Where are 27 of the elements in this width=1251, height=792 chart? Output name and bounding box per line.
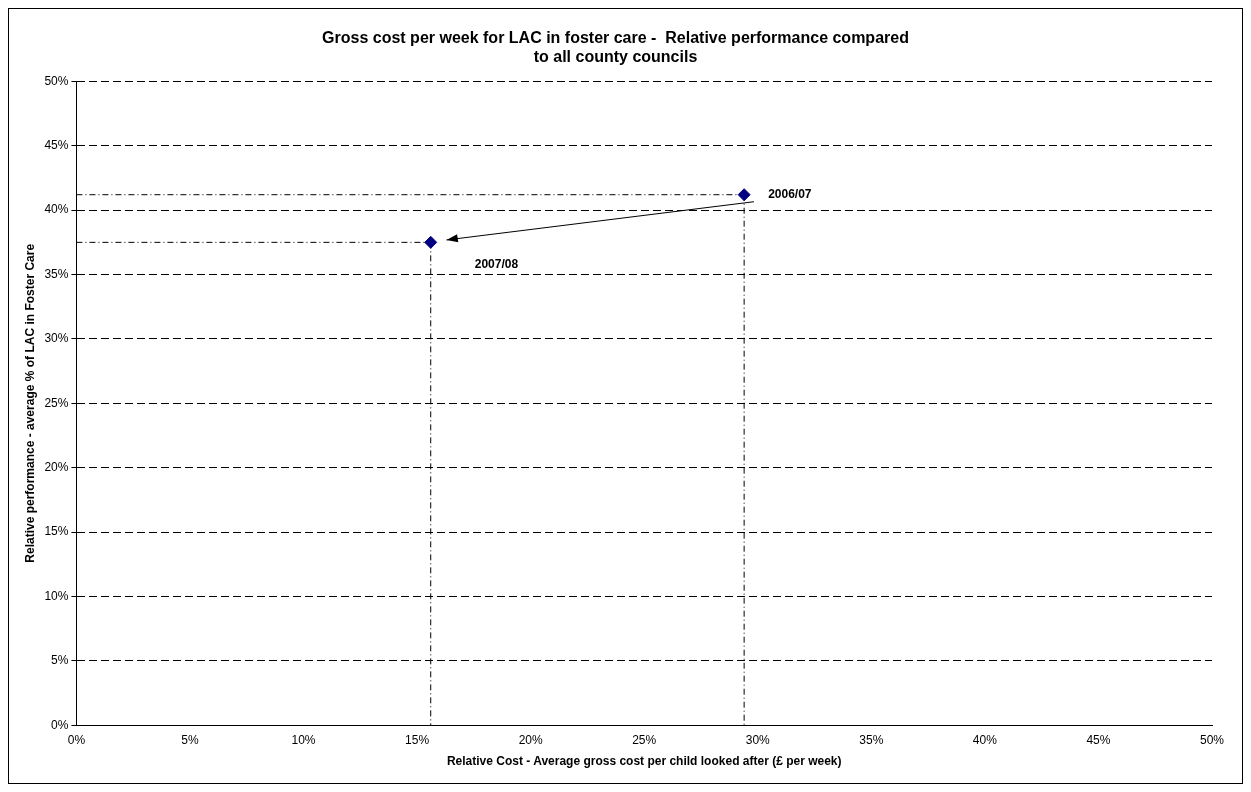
x-tick-label: 5% xyxy=(181,732,199,747)
x-tick-label: 25% xyxy=(632,732,657,747)
x-axis-title: Relative Cost - Average gross cost per child looked after (£ per week) xyxy=(446,754,842,769)
x-tick-label: 45% xyxy=(1086,732,1111,747)
annotation: 2006/07 xyxy=(768,187,812,202)
y-tick-label: 30% xyxy=(44,331,69,346)
x-tick-label: 20% xyxy=(518,732,543,747)
y-tick-label: 35% xyxy=(44,266,69,281)
x-tick-label: 30% xyxy=(745,732,771,747)
y-tick-label: 45% xyxy=(44,138,69,153)
x-tick-label: 40% xyxy=(972,732,998,747)
x-tick-label: 50% xyxy=(1199,732,1225,747)
x-tick-label: 10% xyxy=(291,732,316,747)
y-tick-label: 5% xyxy=(51,653,69,668)
y-tick-label: 25% xyxy=(44,395,69,410)
y-axis-title: Relative performance - average % of LAC in Foster Care xyxy=(22,243,37,563)
y-tick-label: 20% xyxy=(44,459,69,474)
x-tick-label: 15% xyxy=(405,732,430,747)
x-tick-label: 35% xyxy=(859,732,884,747)
y-tick-label: 15% xyxy=(44,524,69,539)
chart-title: Gross cost per week for LAC in foster care - Relative performance compared to all county councils xyxy=(322,29,909,66)
x-tick-label: 0% xyxy=(67,732,86,747)
y-tick-label: 0% xyxy=(51,717,69,732)
y-tick-label: 50% xyxy=(44,73,69,88)
y-tick-label: 10% xyxy=(44,588,69,603)
annotation: 2007/08 xyxy=(474,256,519,271)
y-tick-label: 40% xyxy=(44,202,69,217)
